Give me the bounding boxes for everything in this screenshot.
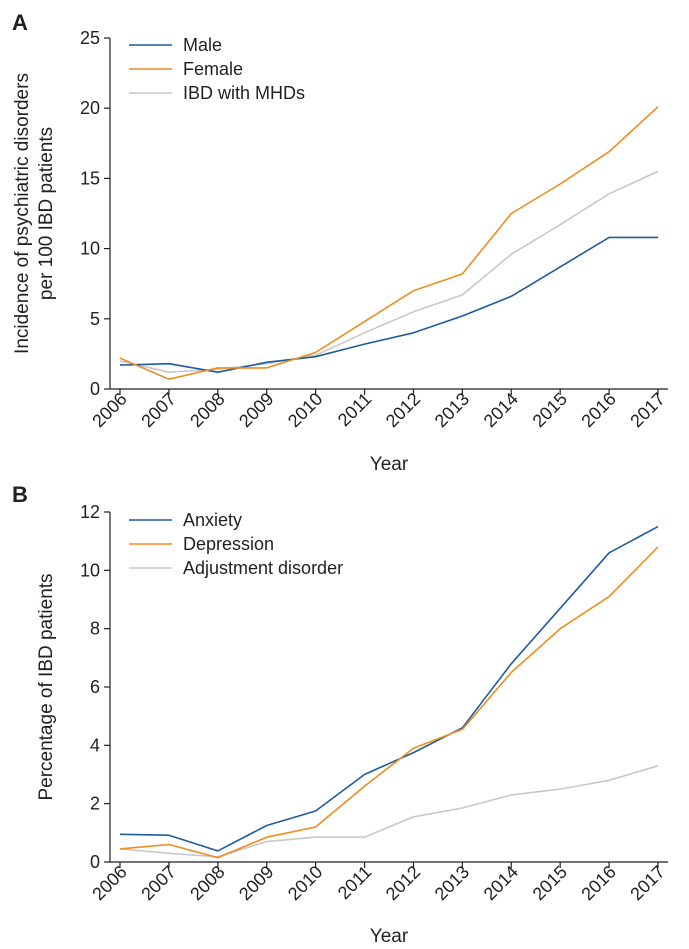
panel-a-y-tick-label: 25: [80, 28, 100, 48]
panel-b-legend-label-adjustment-disorder: Adjustment disorder: [183, 558, 343, 578]
panel-b-y-axis-title: Percentage of IBD patients: [36, 573, 57, 800]
panel-a-legend-label-ibd-with-mhds: IBD with MHDs: [183, 83, 305, 103]
panel-b-label: B: [12, 482, 28, 507]
panel-a-x-tick-label: 2007: [137, 389, 179, 431]
panel-a-x-tick-label: 2012: [382, 389, 424, 431]
panel-b-y-tick-label: 8: [90, 619, 100, 639]
panel-b-legend-label-anxiety: Anxiety: [183, 510, 242, 530]
panel-a-x-tick-label: 2015: [529, 389, 571, 431]
panel-b-x-tick-label: 2009: [235, 862, 277, 904]
panel-a-y-tick-label: 0: [90, 379, 100, 399]
panel-b-series-anxiety-line: [119, 525, 659, 852]
panel-a-x-tick-label: 2017: [626, 389, 668, 431]
panel-a-y-axis-title: Incidence of psychiatric disorders: [12, 73, 33, 354]
panel-a-legend-label-male: Male: [183, 35, 222, 55]
panel-a-y-tick-label: 5: [90, 309, 100, 329]
panel-a-x-tick-label: 2009: [235, 389, 277, 431]
panel-b-x-tick-label: 2010: [284, 862, 326, 904]
panel-b-x-tick-label: 2011: [334, 862, 376, 904]
panel-b-x-tick-label: 2016: [577, 862, 619, 904]
panel-b-x-tick-label: 2007: [137, 862, 179, 904]
panel-b-y-tick-label: 2: [90, 794, 100, 814]
panel-a-x-tick-label: 2011: [334, 389, 376, 431]
panel-a-x-axis-title: Year: [370, 454, 409, 475]
panel-b-legend-label-depression: Depression: [183, 534, 274, 554]
panel-b-x-tick-label: 2015: [529, 862, 571, 904]
panel-b-y-tick-label: 6: [90, 677, 100, 697]
panel-b-y-tick-label: 10: [80, 560, 100, 580]
panel-a-label: A: [12, 10, 28, 35]
panel-a-legend-label-female: Female: [183, 59, 243, 79]
panel-a-series-male-line: [119, 236, 658, 374]
panel-a-y-axis-title: per 100 IBD patients: [36, 127, 57, 300]
panel-b-series-depression-line: [119, 546, 659, 859]
panel-a-x-tick-label: 2010: [284, 389, 326, 431]
panel-a-y-tick-label: 15: [80, 168, 100, 188]
panel-b-x-tick-label: 2014: [480, 862, 522, 904]
panel-a-series-female-line: [119, 106, 659, 381]
panel-b-x-tick-label: 2012: [382, 862, 424, 904]
panel-a-y-tick-label: 10: [80, 239, 100, 259]
panel-b-y-tick-label: 4: [90, 735, 100, 755]
panel-b-x-tick-label: 2013: [431, 862, 473, 904]
panel-b-y-tick-label: 12: [80, 502, 100, 522]
panel-b-y-tick-label: 0: [90, 852, 100, 872]
panel-a-y-tick-label: 20: [80, 98, 100, 118]
panel-a-x-tick-label: 2016: [577, 389, 619, 431]
panel-b-series-adjustment-disorder-line: [119, 765, 659, 858]
panel-a-x-tick-label: 2013: [431, 389, 473, 431]
panel-a-x-tick-label: 2014: [480, 389, 522, 431]
panel-a-series-ibd-with-mhds-line: [119, 170, 659, 374]
panel-a-x-tick-label: 2008: [186, 389, 228, 431]
panel-b-x-tick-label: 2008: [186, 862, 228, 904]
panel-b-x-tick-label: 2017: [626, 862, 668, 904]
panel-b-x-axis-title: Year: [370, 926, 409, 947]
